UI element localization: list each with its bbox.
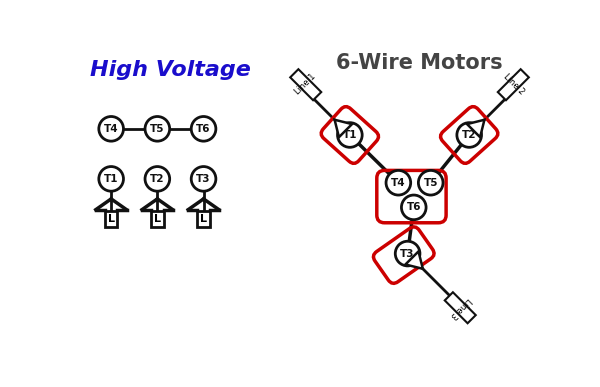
Bar [445, 292, 476, 323]
Circle shape [386, 170, 410, 195]
Circle shape [191, 166, 216, 191]
Text: Line 2: Line 2 [501, 72, 526, 97]
Circle shape [145, 116, 170, 141]
Text: L: L [107, 214, 115, 224]
Circle shape [395, 241, 420, 266]
Text: T6: T6 [196, 124, 211, 134]
Text: T3: T3 [400, 248, 415, 259]
Text: T3: T3 [196, 174, 211, 184]
Text: L: L [154, 214, 161, 224]
Text: Line 1: Line 1 [293, 72, 318, 97]
FancyBboxPatch shape [197, 211, 210, 227]
Text: T4: T4 [104, 124, 118, 134]
FancyBboxPatch shape [105, 211, 118, 227]
Circle shape [145, 166, 170, 191]
Text: T5: T5 [424, 178, 438, 188]
Polygon shape [406, 252, 423, 269]
Polygon shape [467, 120, 484, 137]
Circle shape [99, 166, 124, 191]
Circle shape [338, 123, 362, 147]
Text: L: L [200, 214, 207, 224]
Text: Line 3: Line 3 [448, 296, 472, 320]
Text: 6-Wire Motors: 6-Wire Motors [336, 53, 502, 74]
Text: T5: T5 [150, 124, 164, 134]
Text: T1: T1 [104, 174, 118, 184]
Circle shape [418, 170, 443, 195]
Bar [290, 69, 321, 100]
Text: T2: T2 [150, 174, 164, 184]
Text: T2: T2 [462, 130, 476, 140]
Circle shape [457, 123, 482, 147]
Text: T1: T1 [343, 130, 357, 140]
Circle shape [191, 116, 216, 141]
Circle shape [401, 195, 426, 220]
Circle shape [99, 116, 124, 141]
Text: T6: T6 [407, 202, 421, 212]
FancyBboxPatch shape [151, 211, 164, 227]
Polygon shape [335, 120, 352, 137]
Text: High Voltage: High Voltage [91, 60, 251, 80]
Text: T4: T4 [391, 178, 406, 188]
Bar [498, 69, 529, 100]
